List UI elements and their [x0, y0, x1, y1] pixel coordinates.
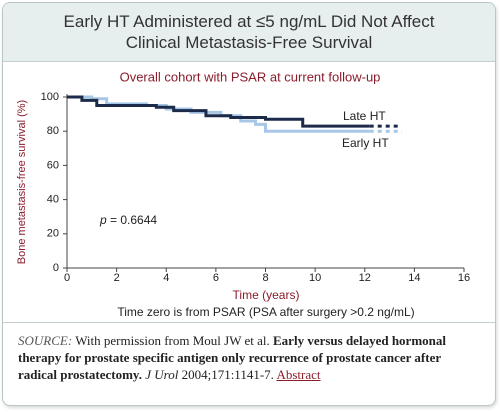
y-tick-label: 40 [47, 194, 59, 206]
separator [2, 322, 495, 323]
x-tick-label: 12 [359, 272, 371, 284]
x-tick-label: 0 [64, 272, 70, 284]
x-tick-label: 10 [309, 272, 321, 284]
x-tick-label: 4 [163, 272, 169, 284]
chart-subtitle: Overall cohort with PSAR at current foll… [120, 69, 381, 84]
y-tick-label: 20 [47, 228, 59, 240]
x-tick-label: 16 [458, 272, 470, 284]
y-tick-label: 100 [41, 91, 59, 103]
source-title: Early versus delayed hormonal therapy fo… [18, 333, 446, 382]
source-journal: J Urol [145, 367, 179, 382]
note: Time zero is from PSAR (PSA after surger… [117, 305, 414, 319]
y-tick-label: 80 [47, 125, 59, 137]
source-link[interactable]: Abstract [276, 367, 321, 382]
source-citation: 2004;171:1141-7. [181, 367, 274, 382]
x-tick-label: 2 [114, 272, 120, 284]
source-label: SOURCE: [18, 333, 73, 348]
figure-frame: Early HT Administered at ≤5 ng/mL Did No… [2, 2, 496, 406]
x-tick-label: 14 [408, 272, 420, 284]
chart-title: Early HT Administered at ≤5 ng/mL Did No… [63, 12, 435, 52]
series-label: Late HT [343, 109, 386, 123]
x-tick-label: 6 [213, 272, 219, 284]
source-text: With permission from Moul JW et al. [75, 333, 270, 348]
x-tick-label: 8 [262, 272, 268, 284]
annotation-symbol: p [99, 213, 107, 227]
annotation-text: = 0.6644 [110, 213, 157, 227]
y-axis-label: Bone metastasis-free survival (%) [16, 100, 28, 264]
source: SOURCE: With permission from Moul JW et … [18, 332, 480, 383]
chart: Overall cohort with PSAR at current foll… [16, 69, 470, 319]
y-tick-label: 60 [47, 159, 59, 171]
y-tick-label: 0 [53, 262, 59, 274]
title-band: Early HT Administered at ≤5 ng/mL Did No… [3, 3, 495, 62]
survival-line [67, 95, 370, 128]
series-label: Early HT [342, 136, 389, 150]
x-axis-label: Time (years) [233, 288, 300, 302]
annotation: p = 0.6644 [99, 213, 157, 227]
